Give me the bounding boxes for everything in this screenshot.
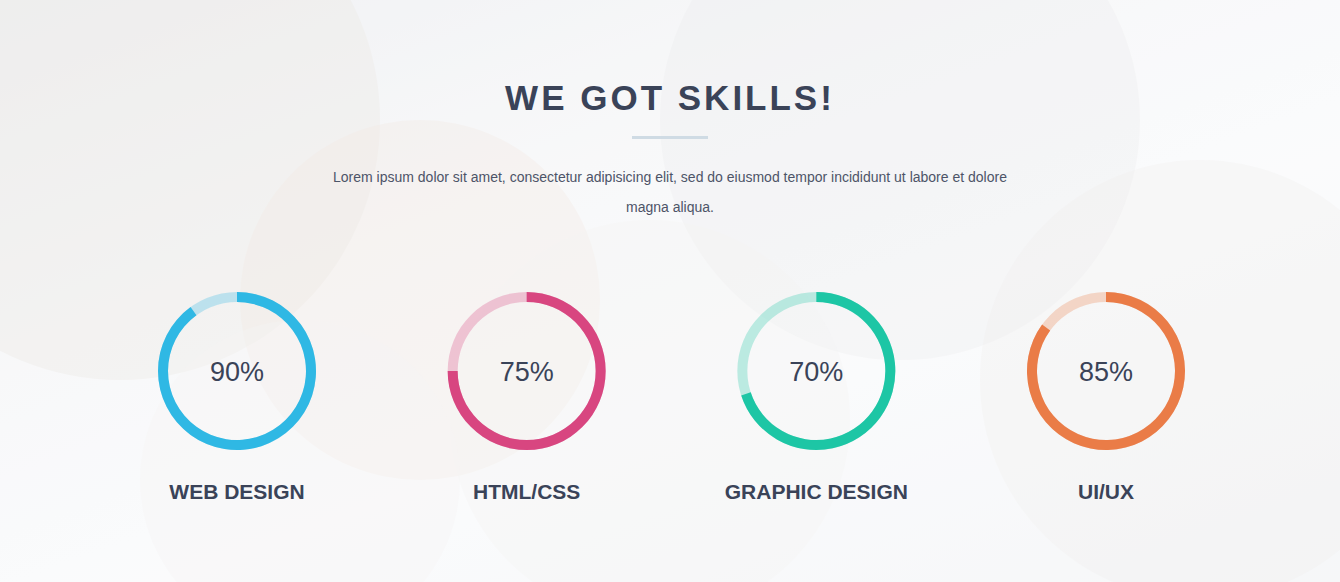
ring-labels: 90% WEB DESIGN 75% HTML/CSS 70% GRAPHIC DESIG… bbox=[169, 357, 1134, 503]
category-label: HTML/CSS bbox=[473, 480, 580, 503]
rings bbox=[158, 292, 1185, 450]
category-label: GRAPHIC DESIGN bbox=[725, 480, 908, 503]
ring-track bbox=[737, 292, 895, 450]
value-label: 90% bbox=[210, 357, 264, 387]
value-label: 85% bbox=[1079, 357, 1133, 387]
title: WE GOT SKILLS! bbox=[505, 78, 835, 117]
ring-track bbox=[158, 292, 316, 450]
subtitle: Lorem ipsum dolor sit amet, consectetur … bbox=[325, 162, 1015, 222]
ring bbox=[158, 292, 316, 450]
category-label: WEB DESIGN bbox=[169, 480, 304, 503]
value-label: 70% bbox=[789, 357, 843, 387]
ring bbox=[448, 292, 606, 450]
ring-progress bbox=[448, 292, 606, 450]
title-underline bbox=[632, 136, 708, 139]
value-label: 75% bbox=[500, 357, 554, 387]
ring bbox=[1027, 292, 1185, 450]
ring bbox=[737, 292, 895, 450]
chart: WE GOT SKILLS! 90% WEB DESIGN 75% HTML/CSS 70… bbox=[0, 0, 1340, 582]
ring-progress bbox=[741, 292, 895, 450]
background-veil bbox=[0, 0, 1340, 582]
ring-track bbox=[448, 292, 606, 450]
category-label: UI/UX bbox=[1078, 480, 1134, 503]
ring-progress bbox=[158, 292, 316, 450]
subtitle-wrap: Lorem ipsum dolor sit amet, consectetur … bbox=[0, 162, 1340, 222]
ring-progress bbox=[1027, 292, 1185, 450]
ring-track bbox=[1027, 292, 1185, 450]
